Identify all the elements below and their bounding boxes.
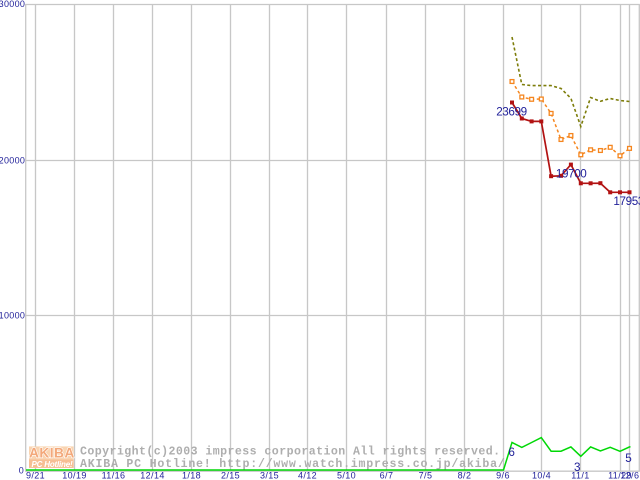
svg-text:1/18: 1/18 xyxy=(182,470,201,480)
svg-text:8/2: 8/2 xyxy=(458,470,472,480)
svg-text:3: 3 xyxy=(574,461,580,474)
svg-text:17953: 17953 xyxy=(613,195,640,208)
svg-text:0: 0 xyxy=(19,465,24,475)
svg-text:12/14: 12/14 xyxy=(140,470,165,480)
svg-text:AKIBA PC Hotline! http://www.w: AKIBA PC Hotline! http://www.watch.impre… xyxy=(80,458,506,471)
svg-text:11/16: 11/16 xyxy=(102,470,126,480)
svg-text:12/6: 12/6 xyxy=(620,470,639,480)
svg-text:9/21: 9/21 xyxy=(26,470,45,480)
svg-text:2/15: 2/15 xyxy=(221,470,240,480)
svg-text:11/29: 11/29 xyxy=(608,470,632,480)
svg-text:6/7: 6/7 xyxy=(380,470,394,480)
svg-text:3/15: 3/15 xyxy=(260,470,279,480)
svg-text:23699: 23699 xyxy=(496,106,527,119)
svg-text:7/5: 7/5 xyxy=(419,470,433,480)
svg-text:10000: 10000 xyxy=(0,310,25,320)
svg-text:PC Hotline!: PC Hotline! xyxy=(32,460,73,469)
svg-text:19700: 19700 xyxy=(556,167,587,180)
svg-text:10/19: 10/19 xyxy=(62,470,87,480)
svg-text:4/12: 4/12 xyxy=(298,470,317,480)
svg-text:Copyright(c)2003 impress corpo: Copyright(c)2003 impress corporation All… xyxy=(80,445,501,458)
svg-text:10/4: 10/4 xyxy=(532,470,551,480)
svg-text:11/1: 11/1 xyxy=(571,470,589,480)
svg-text:9/6: 9/6 xyxy=(496,470,510,480)
svg-text:5/10: 5/10 xyxy=(337,470,356,480)
svg-text:20000: 20000 xyxy=(0,155,25,165)
svg-text:AKIBA: AKIBA xyxy=(29,445,75,460)
svg-text:30000: 30000 xyxy=(0,0,25,9)
svg-text:6: 6 xyxy=(508,446,514,459)
svg-text:5: 5 xyxy=(625,452,632,465)
